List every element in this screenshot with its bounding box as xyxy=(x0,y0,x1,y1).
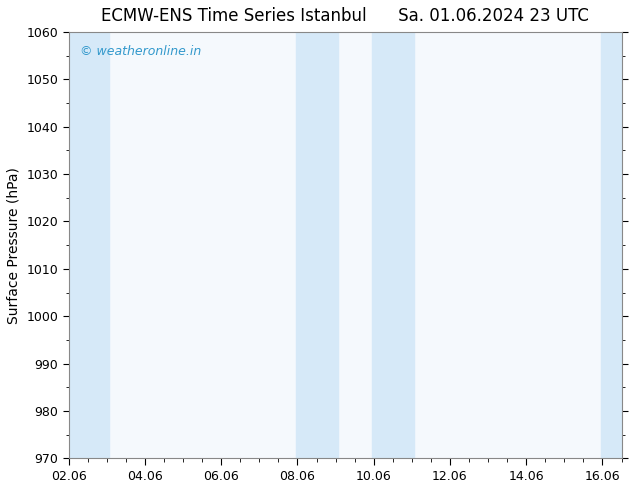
Bar xyxy=(67,32,109,458)
Bar xyxy=(600,32,623,458)
Text: © weatheronline.in: © weatheronline.in xyxy=(80,45,201,58)
Y-axis label: Surface Pressure (hPa): Surface Pressure (hPa) xyxy=(7,167,21,323)
Bar xyxy=(372,32,414,458)
Title: ECMW-ENS Time Series Istanbul      Sa. 01.06.2024 23 UTC: ECMW-ENS Time Series Istanbul Sa. 01.06.… xyxy=(101,7,589,25)
Bar xyxy=(295,32,337,458)
